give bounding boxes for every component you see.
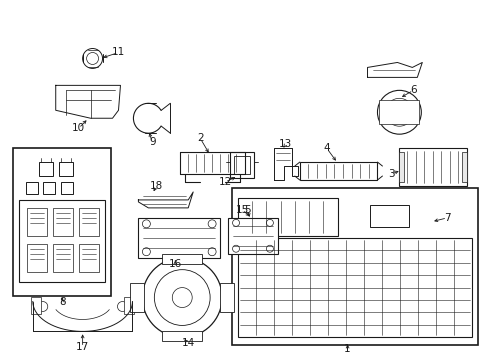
Bar	[61, 182, 73, 194]
Bar	[26, 182, 38, 194]
Text: 4: 4	[323, 143, 329, 153]
Polygon shape	[56, 85, 120, 118]
Bar	[124, 297, 134, 315]
Polygon shape	[138, 192, 193, 208]
Circle shape	[377, 90, 421, 134]
Bar	[39, 162, 53, 176]
Bar	[461, 152, 466, 182]
Circle shape	[142, 258, 222, 337]
Text: 17: 17	[76, 342, 89, 352]
Text: 14: 14	[181, 338, 194, 348]
Text: 9: 9	[149, 137, 155, 147]
Text: 10: 10	[72, 123, 85, 133]
Circle shape	[142, 248, 150, 256]
Bar	[42, 182, 55, 194]
Circle shape	[232, 245, 239, 252]
Circle shape	[172, 288, 192, 307]
Bar	[238, 198, 337, 236]
Circle shape	[266, 219, 273, 226]
Bar	[79, 208, 99, 236]
Bar	[27, 208, 47, 236]
Bar	[369, 205, 408, 227]
Bar	[27, 244, 47, 272]
Polygon shape	[273, 148, 297, 180]
Bar	[13, 148, 110, 296]
Bar	[162, 254, 202, 264]
Bar	[130, 283, 144, 312]
Text: 12: 12	[218, 177, 231, 187]
Text: 1: 1	[344, 345, 350, 354]
Text: 15: 15	[235, 205, 248, 215]
Bar	[79, 244, 99, 272]
Circle shape	[393, 106, 405, 118]
Bar	[31, 297, 41, 315]
Text: 11: 11	[112, 48, 125, 58]
Bar	[299, 162, 377, 180]
Bar	[59, 162, 73, 176]
Text: 3: 3	[387, 169, 394, 179]
Circle shape	[82, 49, 102, 68]
Text: 2: 2	[197, 133, 203, 143]
Bar	[19, 200, 104, 282]
Bar	[399, 152, 404, 182]
Text: 13: 13	[279, 139, 292, 149]
Circle shape	[208, 248, 216, 256]
Bar	[238, 238, 471, 337]
Text: 18: 18	[149, 181, 163, 191]
Circle shape	[154, 270, 210, 325]
Bar	[227, 218, 277, 254]
Bar	[138, 218, 220, 258]
Bar	[162, 332, 202, 341]
Text: 7: 7	[443, 213, 449, 223]
Bar	[229, 152, 253, 178]
Bar	[53, 208, 73, 236]
Circle shape	[117, 302, 127, 311]
Text: 5: 5	[244, 205, 251, 215]
Bar	[379, 100, 419, 124]
Bar	[399, 148, 466, 186]
Polygon shape	[367, 62, 422, 77]
Circle shape	[385, 98, 412, 126]
Bar	[53, 244, 73, 272]
Bar	[234, 156, 249, 174]
Bar	[220, 283, 234, 312]
Circle shape	[266, 245, 273, 252]
Circle shape	[142, 220, 150, 228]
Circle shape	[38, 302, 48, 311]
Text: 8: 8	[59, 297, 66, 306]
Circle shape	[208, 220, 216, 228]
Circle shape	[232, 219, 239, 226]
Circle shape	[86, 53, 99, 64]
Text: 16: 16	[168, 259, 182, 269]
Bar	[232, 188, 477, 345]
Text: 6: 6	[409, 85, 416, 95]
